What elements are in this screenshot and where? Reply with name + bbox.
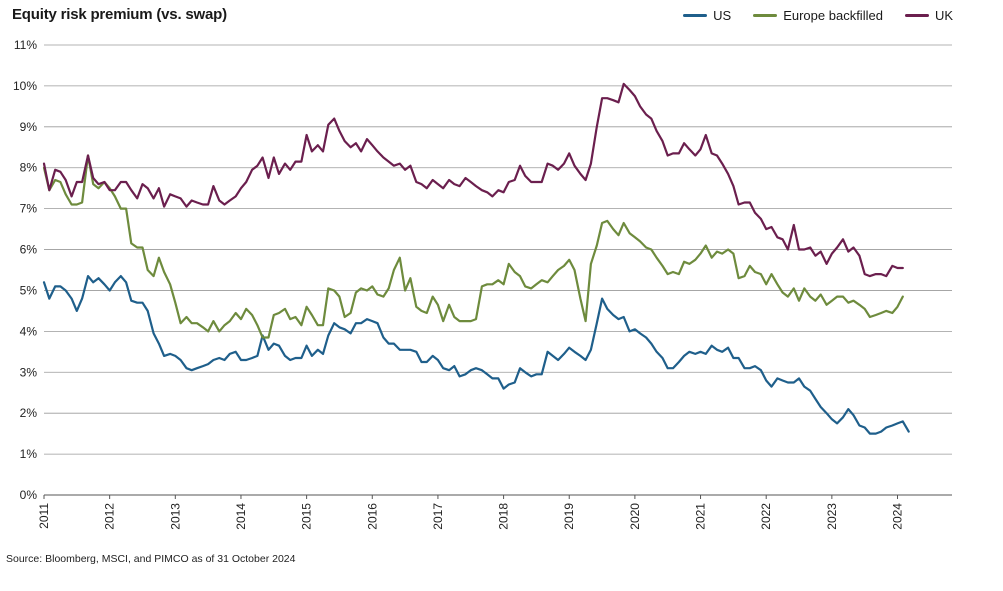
legend-item: US — [683, 8, 731, 23]
y-tick-label: 5% — [20, 283, 38, 297]
legend-item: Europe backfilled — [753, 8, 883, 23]
y-tick-label: 3% — [20, 365, 38, 379]
legend-swatch — [683, 14, 708, 17]
x-tick-label: 2018 — [497, 503, 511, 530]
legend-label: Europe backfilled — [783, 8, 883, 23]
y-tick-label: 7% — [20, 202, 38, 216]
x-tick-label: 2022 — [759, 503, 773, 530]
x-tick-label: 2012 — [103, 503, 117, 530]
source-note: Source: Bloomberg, MSCI, and PIMCO as of… — [6, 553, 296, 565]
x-tick-label: 2013 — [168, 503, 182, 530]
x-tick-label: 2017 — [431, 503, 445, 530]
y-tick-label: 11% — [14, 38, 37, 52]
legend-swatch — [904, 14, 929, 17]
y-tick-label: 4% — [20, 324, 38, 338]
legend-label: UK — [934, 8, 953, 23]
series-line-uk — [42, 82, 904, 278]
x-tick-label: 2019 — [562, 503, 576, 530]
legend-label: US — [713, 8, 732, 23]
x-tick-label: 2016 — [365, 503, 379, 530]
x-tick-label: 2024 — [891, 503, 905, 530]
y-tick-label: 2% — [20, 406, 38, 420]
y-tick-label: 0% — [20, 488, 38, 502]
y-tick-label: 10% — [13, 79, 37, 93]
x-tick-label: 2021 — [694, 503, 708, 530]
x-tick-label: 2011 — [37, 503, 51, 529]
x-tick-label: 2014 — [234, 503, 248, 530]
y-tick-label: 6% — [20, 243, 38, 257]
chart-title: Equity risk premium (vs. swap) — [12, 6, 227, 23]
series-line-europe-backfilled — [42, 154, 904, 339]
x-tick-label: 2015 — [300, 503, 314, 530]
x-tick-label: 2020 — [628, 503, 642, 530]
y-tick-label: 8% — [20, 161, 38, 175]
x-tick-label: 2023 — [825, 503, 839, 530]
legend-item: UK — [904, 8, 953, 23]
y-tick-label: 9% — [20, 120, 38, 134]
legend-swatch — [753, 14, 778, 17]
chart-legend: US Europe backfilled UK — [683, 8, 953, 23]
series-line-us — [42, 275, 910, 435]
y-tick-label: 1% — [20, 447, 38, 461]
